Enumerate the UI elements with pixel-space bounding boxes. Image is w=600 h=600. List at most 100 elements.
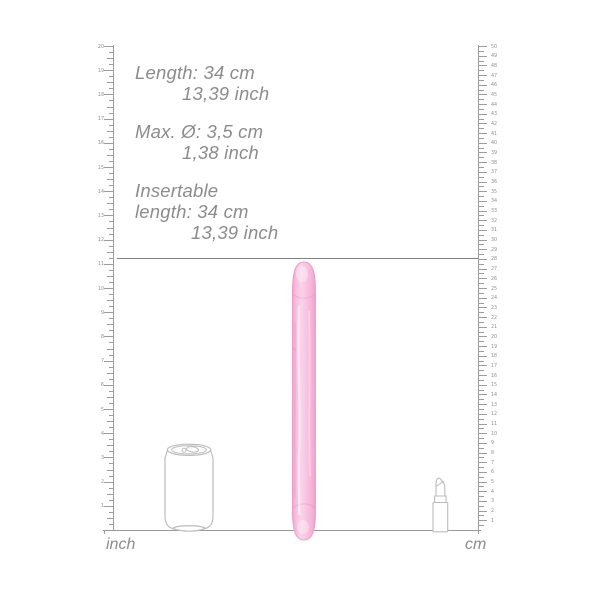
cm-ruler-number: 4 xyxy=(491,488,495,494)
inch-ruler-number: 15 xyxy=(97,164,104,170)
cm-ruler-zero-tick xyxy=(478,530,479,534)
cm-ruler-tick xyxy=(479,60,484,62)
cm-ruler-number: 28 xyxy=(491,256,498,262)
cm-ruler-tick xyxy=(479,336,487,338)
cm-ruler-tick xyxy=(479,263,484,265)
cm-ruler-tick xyxy=(479,292,484,294)
cm-ruler-tick xyxy=(479,84,487,86)
inch-ruler-number: 12 xyxy=(97,236,104,243)
cm-ruler-tick xyxy=(479,302,484,304)
cm-ruler-tick xyxy=(479,46,487,47)
inch-ruler-tick xyxy=(104,457,113,459)
spec-diameter: Max. Ø: 3,5 cm 1,38 inch xyxy=(135,121,278,163)
inch-ruler-tick xyxy=(109,487,113,489)
inch-ruler-tick xyxy=(109,52,113,54)
cm-ruler-tick xyxy=(479,167,484,168)
cm-ruler-tick xyxy=(479,399,484,401)
inch-ruler-tick xyxy=(109,64,113,66)
cm-ruler-tick xyxy=(479,205,484,207)
cm-ruler-tick xyxy=(479,239,487,241)
inch-ruler-tick xyxy=(107,58,113,60)
inch-ruler-tick xyxy=(107,396,113,398)
inch-ruler: 1 2 3 4 5 6 7 8 9 10 11 12 13 14 15 16 17 18 19 20 xyxy=(96,43,114,535)
inch-ruler-number: 13 xyxy=(97,212,104,219)
inch-ruler-number: 9 xyxy=(100,309,104,315)
cm-ruler-tick xyxy=(479,234,484,236)
inch-ruler-tick xyxy=(107,348,113,350)
cm-ruler-tick xyxy=(479,181,487,183)
cm-ruler-number: 10 xyxy=(491,430,498,436)
inch-ruler-tick xyxy=(109,390,113,392)
inch-ruler-tick xyxy=(109,439,113,441)
cm-ruler-number: 24 xyxy=(491,294,498,301)
cm-ruler-tick xyxy=(479,268,487,270)
cm-ruler-tick xyxy=(479,244,484,246)
cm-ruler-number: 26 xyxy=(491,275,498,282)
cm-ruler-tick xyxy=(479,273,484,275)
cm-ruler-number: 16 xyxy=(491,372,498,378)
cm-ruler-tick xyxy=(479,70,484,72)
cm-ruler-tick xyxy=(479,210,487,212)
inch-ruler-number: 11 xyxy=(97,261,104,267)
product-top-reference-line xyxy=(117,258,478,259)
inch-ruler-tick xyxy=(107,421,113,423)
cm-ruler-tick xyxy=(479,355,487,357)
cm-ruler-tick xyxy=(479,447,484,449)
cm-ruler-number: 18 xyxy=(491,353,498,359)
inch-ruler-tick xyxy=(109,173,113,175)
spec-text-block: Length: 34 cm 13,39 inch Max. Ø: 3,5 cm … xyxy=(135,62,278,260)
cm-ruler-tick xyxy=(479,307,487,309)
soda-can-icon xyxy=(164,443,214,532)
cm-ruler-tick xyxy=(479,186,484,188)
cm-ruler-number: 40 xyxy=(491,140,498,146)
cm-ruler-number: 9 xyxy=(491,440,495,446)
cm-ruler-number: 7 xyxy=(491,459,495,465)
cm-ruler-tick xyxy=(479,191,487,193)
cm-ruler-tick xyxy=(479,496,484,498)
cm-ruler-tick xyxy=(479,331,484,333)
inch-ruler-tick xyxy=(104,215,113,217)
inch-ruler-tick xyxy=(104,288,113,289)
cm-ruler-tick xyxy=(479,142,487,144)
cm-ruler-number: 30 xyxy=(491,236,498,243)
cm-ruler-line xyxy=(478,45,479,530)
cm-ruler-number: 49 xyxy=(491,52,498,59)
cm-ruler-tick xyxy=(479,360,484,362)
cm-ruler-tick xyxy=(479,491,487,493)
cm-ruler-number: 2 xyxy=(491,507,495,514)
inch-ruler-tick xyxy=(107,445,113,447)
cm-ruler-number: 50 xyxy=(491,43,498,49)
spec-insertable: Insertable length: 34 cm 13,39 inch xyxy=(135,180,278,243)
cm-ruler-number: 33 xyxy=(491,207,498,214)
inch-ruler-tick xyxy=(109,233,113,235)
cm-ruler-tick xyxy=(479,370,484,372)
inch-ruler-number: 3 xyxy=(100,454,104,461)
inch-ruler-tick xyxy=(109,378,113,380)
cm-ruler-number: 35 xyxy=(491,188,498,194)
cm-ruler-tick xyxy=(479,326,487,328)
cm-ruler-tick xyxy=(479,384,487,386)
cm-ruler-tick xyxy=(479,486,484,488)
cm-ruler-tick xyxy=(479,297,487,299)
cm-ruler-tick xyxy=(479,525,484,527)
cm-ruler-tick xyxy=(479,375,487,377)
cm-ruler-tick xyxy=(479,505,484,507)
cm-ruler-tick xyxy=(479,341,484,343)
cm-ruler-number: 11 xyxy=(491,420,498,427)
cm-ruler-tick xyxy=(479,55,487,57)
cm-ruler-number: 8 xyxy=(491,449,495,456)
inch-ruler-tick xyxy=(109,451,113,453)
inch-ruler-zero-tick xyxy=(104,530,105,534)
cm-ruler-tick xyxy=(479,79,484,81)
cm-ruler-tick xyxy=(479,481,487,483)
inch-ruler-number: 1 xyxy=(100,503,104,509)
cm-ruler-tick xyxy=(479,215,484,217)
inch-ruler-tick xyxy=(109,318,113,320)
cm-ruler-tick xyxy=(479,123,487,125)
inch-ruler-tick xyxy=(109,366,113,368)
cm-ruler-number: 23 xyxy=(491,304,498,311)
inch-ruler-tick xyxy=(109,342,113,344)
cm-ruler-tick xyxy=(479,452,487,454)
cm-ruler-tick xyxy=(479,162,487,164)
inch-ruler-tick xyxy=(109,112,113,114)
